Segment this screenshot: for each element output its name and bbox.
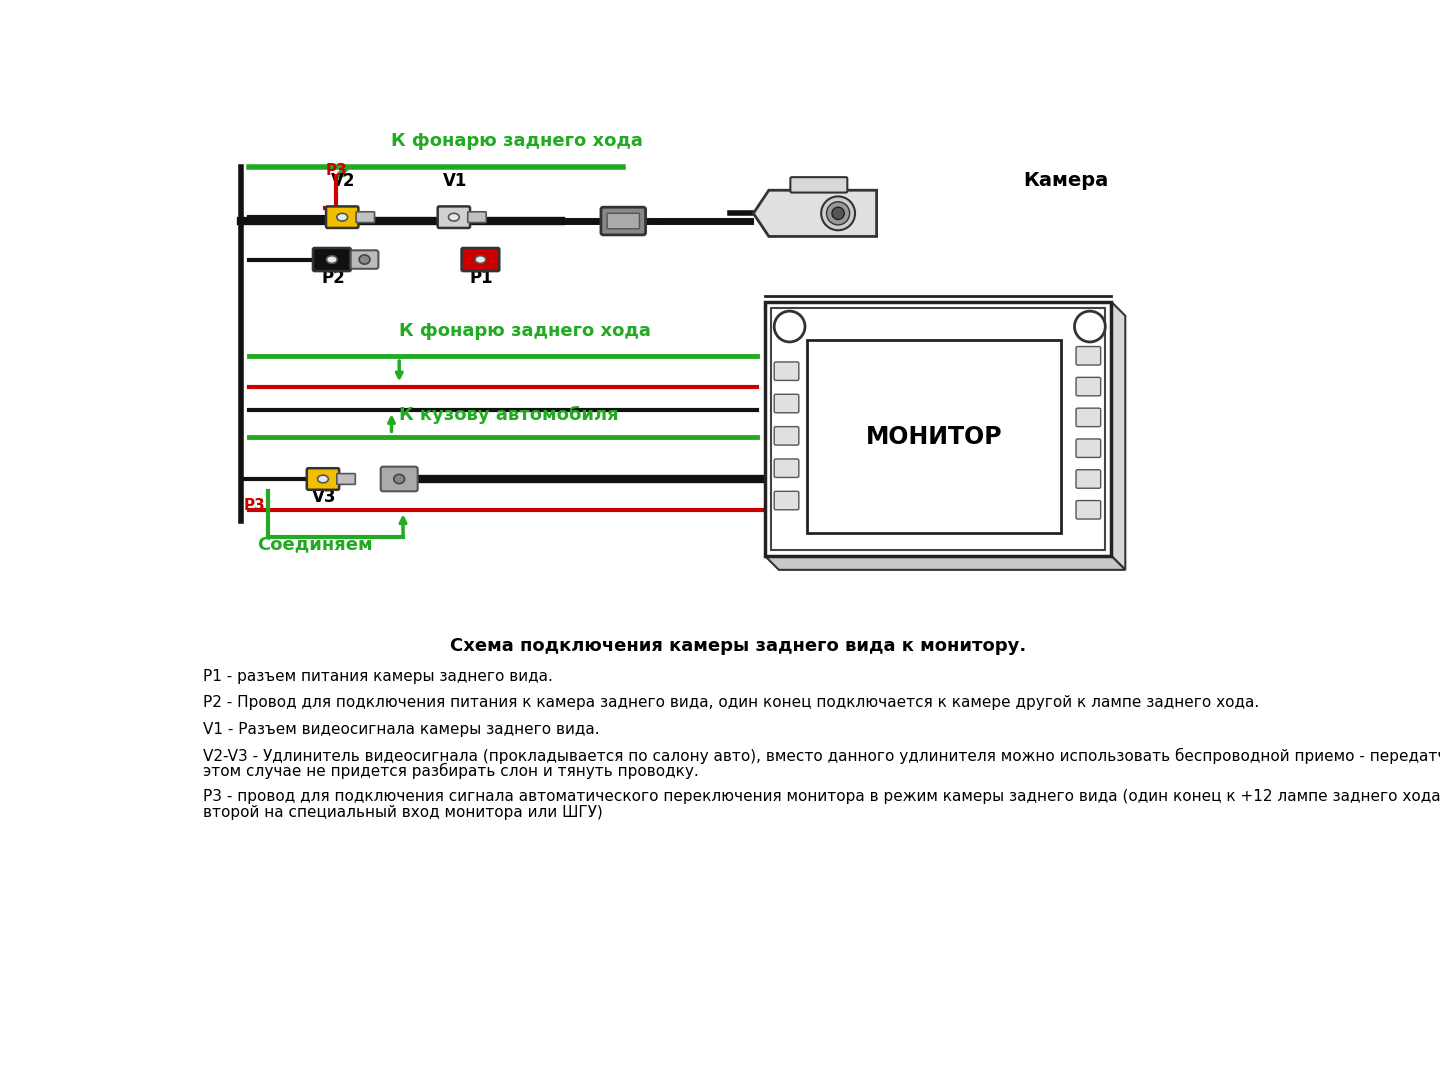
FancyBboxPatch shape xyxy=(600,207,645,235)
Ellipse shape xyxy=(318,475,328,482)
FancyBboxPatch shape xyxy=(356,212,374,223)
FancyBboxPatch shape xyxy=(775,427,799,445)
Ellipse shape xyxy=(327,256,337,264)
Text: P2: P2 xyxy=(323,269,346,286)
FancyBboxPatch shape xyxy=(325,207,359,228)
Text: P2 - Провод для подключения питания к камера заднего вида, один конец подключает: P2 - Провод для подключения питания к ка… xyxy=(203,696,1259,711)
Text: P1: P1 xyxy=(469,269,494,286)
FancyBboxPatch shape xyxy=(307,468,340,490)
Text: МОНИТОР: МОНИТОР xyxy=(865,425,1002,449)
Text: V2: V2 xyxy=(331,173,356,191)
Polygon shape xyxy=(765,556,1125,570)
Text: V2-V3 - Удлинитель видеосигнала (прокладывается по салону авто), вместо данного : V2-V3 - Удлинитель видеосигнала (проклад… xyxy=(203,748,1440,764)
FancyBboxPatch shape xyxy=(770,308,1106,550)
FancyBboxPatch shape xyxy=(1076,501,1100,519)
Text: Схема подключения камеры заднего вида к монитору.: Схема подключения камеры заднего вида к … xyxy=(449,637,1027,655)
Text: К фонарю заднего хода: К фонарю заднего хода xyxy=(399,323,651,340)
Text: Камера: Камера xyxy=(1022,172,1109,191)
FancyBboxPatch shape xyxy=(438,207,469,228)
Text: GND: GND xyxy=(770,401,812,419)
FancyBboxPatch shape xyxy=(808,341,1061,533)
FancyBboxPatch shape xyxy=(380,466,418,491)
Text: P3 - провод для подключения сигнала автоматического переключения монитора в режи: P3 - провод для подключения сигнала авто… xyxy=(203,789,1440,804)
FancyBboxPatch shape xyxy=(775,491,799,510)
FancyBboxPatch shape xyxy=(1076,408,1100,427)
Text: V3: V3 xyxy=(311,488,336,506)
Text: этом случае не придется разбирать слон и тянуть проводку.: этом случае не придется разбирать слон и… xyxy=(203,763,698,779)
Text: К фонарю заднего хода: К фонарю заднего хода xyxy=(392,132,644,150)
Polygon shape xyxy=(1112,302,1125,570)
FancyBboxPatch shape xyxy=(775,459,799,477)
Text: Соединяем: Соединяем xyxy=(256,535,373,553)
FancyBboxPatch shape xyxy=(351,250,379,269)
Circle shape xyxy=(821,196,855,230)
Circle shape xyxy=(832,207,844,220)
Ellipse shape xyxy=(359,255,370,264)
Text: второй на специальный вход монитора или ШГУ): второй на специальный вход монитора или … xyxy=(203,805,602,820)
Text: V1 - Разъем видеосигнала камеры заднего вида.: V1 - Разъем видеосигнала камеры заднего … xyxy=(203,721,599,736)
Circle shape xyxy=(775,311,805,342)
Ellipse shape xyxy=(337,213,347,221)
Text: P3: P3 xyxy=(243,498,265,513)
FancyBboxPatch shape xyxy=(1076,438,1100,458)
Circle shape xyxy=(1074,311,1106,342)
FancyBboxPatch shape xyxy=(1076,346,1100,366)
Ellipse shape xyxy=(475,256,485,264)
FancyBboxPatch shape xyxy=(791,177,847,193)
FancyBboxPatch shape xyxy=(1076,377,1100,396)
FancyBboxPatch shape xyxy=(1076,470,1100,488)
FancyBboxPatch shape xyxy=(775,394,799,413)
FancyBboxPatch shape xyxy=(775,362,799,381)
Ellipse shape xyxy=(393,475,405,483)
Ellipse shape xyxy=(448,213,459,221)
Text: P1 - разъем питания камеры заднего вида.: P1 - разъем питания камеры заднего вида. xyxy=(203,669,553,684)
Polygon shape xyxy=(753,190,877,237)
FancyBboxPatch shape xyxy=(462,248,500,271)
Text: К кузову автомобиля: К кузову автомобиля xyxy=(399,406,619,425)
FancyBboxPatch shape xyxy=(468,212,487,223)
Text: V1: V1 xyxy=(442,173,467,191)
Text: P3: P3 xyxy=(325,164,347,179)
Circle shape xyxy=(827,202,850,225)
FancyBboxPatch shape xyxy=(765,302,1112,556)
FancyBboxPatch shape xyxy=(312,248,351,271)
Text: +12 В: +12 В xyxy=(770,377,827,396)
FancyBboxPatch shape xyxy=(337,474,356,485)
FancyBboxPatch shape xyxy=(608,213,639,228)
